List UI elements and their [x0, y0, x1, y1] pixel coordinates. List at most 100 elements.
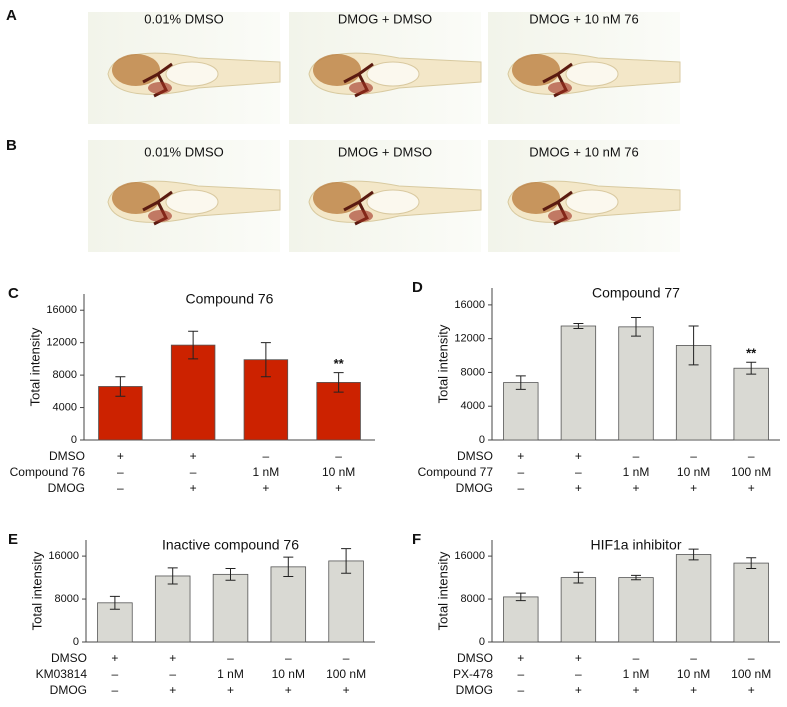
condition-label: PX-478	[453, 667, 493, 681]
condition-cell: +	[517, 651, 524, 665]
bar	[618, 326, 654, 441]
condition-cell: +	[575, 683, 582, 697]
condition-cell: –	[633, 449, 640, 463]
condition-cell: –	[343, 651, 350, 665]
y-tick-label: 8000	[461, 593, 485, 605]
chart-title: Compound 76	[186, 291, 274, 307]
condition-cell: 10 nM	[677, 667, 710, 681]
condition-cell: 100 nM	[731, 465, 771, 479]
condition-label: Compound 77	[418, 465, 494, 479]
image-caption: DMOG + DMSO	[338, 144, 432, 159]
image-caption: DMOG + DMSO	[338, 11, 432, 26]
condition-cell: 100 nM	[326, 667, 366, 681]
condition-cell: –	[263, 449, 270, 463]
y-tick-label: 16000	[46, 304, 77, 316]
bar	[503, 596, 539, 643]
bar	[733, 367, 769, 441]
error-bar	[515, 592, 526, 602]
panel-letter: A	[6, 7, 17, 24]
panel-letter: B	[6, 137, 17, 154]
significance-label: **	[334, 356, 345, 371]
condition-cell: +	[575, 449, 582, 463]
chart-panel: F HIF1a inhibitor Total intensity 0 8000 1600…	[412, 531, 780, 697]
condition-cell: +	[575, 651, 582, 665]
panel-letter: C	[8, 285, 19, 302]
y-tick-label: 12000	[46, 337, 77, 349]
condition-label: DMOG	[50, 683, 87, 697]
panel-letter: E	[8, 531, 18, 548]
error-bar	[573, 322, 584, 330]
condition-label: DMOG	[48, 481, 85, 495]
condition-label: DMOG	[456, 683, 493, 697]
condition-cell: +	[748, 683, 755, 697]
y-axis-label: Total intensity	[435, 324, 450, 403]
condition-cell: –	[517, 465, 524, 479]
image-caption: 0.01% DMSO	[144, 11, 223, 26]
image-caption: DMOG + 10 nM 76	[529, 144, 638, 159]
error-bar	[109, 595, 120, 610]
panel-letter: D	[412, 279, 423, 296]
condition-cell: +	[111, 651, 118, 665]
condition-cell: +	[169, 651, 176, 665]
condition-cell: –	[633, 651, 640, 665]
condition-label: DMSO	[457, 651, 493, 665]
condition-cell: –	[190, 465, 197, 479]
condition-cell: –	[575, 667, 582, 681]
condition-cell: +	[285, 683, 292, 697]
condition-cell: –	[517, 481, 524, 495]
image-panel-b: B 0.01% DMSO DMOG + DMSO DMOG + 10 nM 76	[6, 137, 682, 254]
y-tick-label: 8000	[461, 366, 485, 378]
condition-cell: –	[117, 465, 124, 479]
condition-cell: +	[117, 449, 124, 463]
condition-cell: +	[632, 683, 639, 697]
condition-cell: +	[517, 449, 524, 463]
condition-cell: –	[285, 651, 292, 665]
error-bar	[688, 325, 699, 366]
error-bar	[746, 557, 757, 569]
error-bar	[631, 574, 641, 581]
condition-cell: +	[748, 481, 755, 495]
error-bar	[167, 567, 178, 585]
error-bar	[260, 342, 271, 378]
error-bar	[341, 548, 352, 574]
chart-panel: E Inactive compound 76 Total intensity 0 800…	[8, 531, 375, 697]
y-tick-label: 4000	[53, 401, 77, 413]
y-tick-label: 8000	[53, 369, 77, 381]
significance-label: **	[746, 346, 757, 361]
y-axis-label: Total intensity	[29, 551, 44, 630]
condition-cell: +	[190, 449, 197, 463]
condition-cell: 10 nM	[272, 667, 305, 681]
error-bar	[115, 376, 126, 397]
condition-cell: –	[112, 683, 119, 697]
bar	[560, 325, 597, 441]
condition-cell: 10 nM	[322, 465, 355, 479]
condition-cell: +	[632, 481, 639, 495]
condition-cell: +	[169, 683, 176, 697]
bar	[675, 554, 712, 643]
condition-cell: –	[690, 449, 697, 463]
condition-cell: +	[690, 683, 697, 697]
bar	[154, 575, 191, 643]
image-caption: DMOG + 10 nM 76	[529, 11, 638, 26]
chart-title: Compound 77	[592, 285, 680, 301]
condition-cell: –	[575, 465, 582, 479]
condition-label: DMSO	[457, 449, 493, 463]
y-tick-label: 0	[479, 434, 485, 446]
condition-cell: 1 nM	[623, 667, 650, 681]
error-bar	[573, 571, 584, 584]
chart-title: HIF1a inhibitor	[590, 537, 681, 553]
y-tick-label: 12000	[454, 333, 485, 345]
y-tick-label: 8000	[55, 593, 79, 605]
condition-label: DMSO	[51, 651, 87, 665]
y-tick-label: 0	[71, 434, 77, 446]
condition-cell: –	[517, 683, 524, 697]
bar	[503, 382, 539, 441]
condition-cell: 100 nM	[731, 667, 771, 681]
error-bar	[746, 361, 757, 375]
error-bar	[333, 372, 344, 393]
y-tick-label: 4000	[461, 400, 485, 412]
condition-cell: –	[112, 667, 119, 681]
condition-label: Compound 76	[10, 465, 86, 479]
condition-cell: –	[117, 481, 124, 495]
